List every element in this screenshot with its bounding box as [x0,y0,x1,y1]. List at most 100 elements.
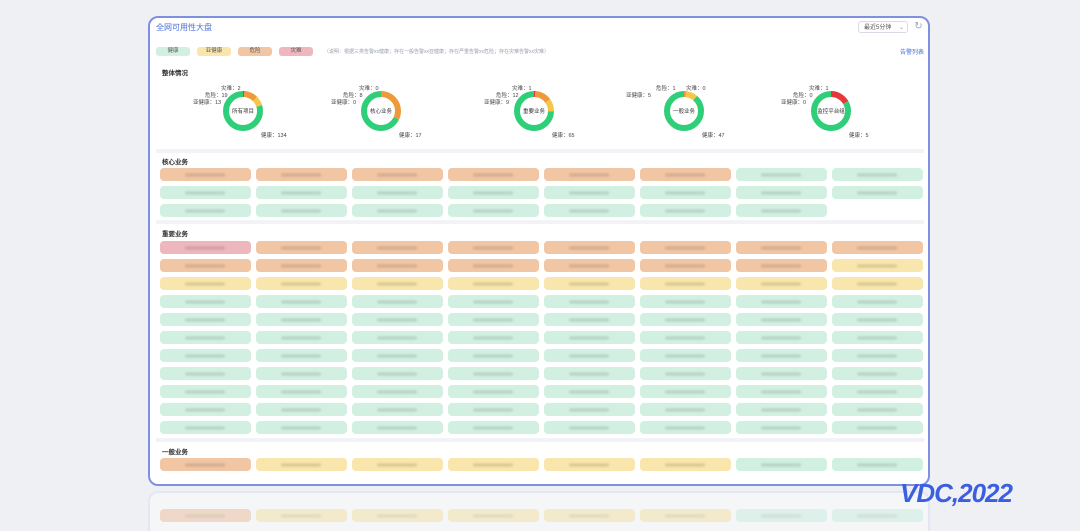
service-tile[interactable] [352,403,443,416]
service-tile[interactable] [640,509,731,522]
service-tile[interactable] [736,186,827,199]
service-tile[interactable] [448,168,539,181]
service-tile[interactable] [832,509,923,522]
service-tile[interactable] [640,421,731,434]
service-tile[interactable] [160,458,251,471]
service-tile[interactable] [832,259,923,272]
service-tile[interactable] [736,331,827,344]
service-tile[interactable] [160,277,251,290]
service-tile[interactable] [448,313,539,326]
service-tile[interactable] [160,509,251,522]
refresh-icon[interactable]: ↻ [914,21,923,32]
service-tile[interactable] [448,367,539,380]
service-tile[interactable] [160,385,251,398]
service-tile[interactable] [448,385,539,398]
service-tile[interactable] [256,421,347,434]
service-tile[interactable] [544,509,635,522]
service-tile[interactable] [352,277,443,290]
service-tile[interactable] [832,403,923,416]
service-tile[interactable] [352,367,443,380]
service-tile[interactable] [160,186,251,199]
service-tile[interactable] [736,295,827,308]
service-tile[interactable] [352,295,443,308]
service-tile[interactable] [256,168,347,181]
service-tile[interactable] [544,313,635,326]
service-tile[interactable] [544,421,635,434]
service-tile[interactable] [640,367,731,380]
service-tile[interactable] [256,367,347,380]
service-tile[interactable] [352,509,443,522]
service-tile[interactable] [544,204,635,217]
service-tile[interactable] [832,168,923,181]
service-tile[interactable] [832,367,923,380]
service-tile[interactable] [352,458,443,471]
service-tile[interactable] [256,509,347,522]
service-tile[interactable] [640,277,731,290]
service-tile[interactable] [448,331,539,344]
service-tile[interactable] [832,458,923,471]
service-tile[interactable] [640,403,731,416]
service-tile[interactable] [832,295,923,308]
service-tile[interactable] [352,204,443,217]
service-tile[interactable] [448,259,539,272]
service-tile[interactable] [544,259,635,272]
service-tile[interactable] [544,186,635,199]
service-tile[interactable] [832,421,923,434]
service-tile[interactable] [160,204,251,217]
service-tile[interactable] [160,403,251,416]
service-tile[interactable] [160,331,251,344]
service-tile[interactable] [736,313,827,326]
service-tile[interactable] [160,259,251,272]
service-tile[interactable] [832,331,923,344]
service-tile[interactable] [736,241,827,254]
service-tile[interactable] [736,259,827,272]
service-tile[interactable] [640,385,731,398]
service-tile[interactable] [736,168,827,181]
service-tile[interactable] [832,241,923,254]
service-tile[interactable] [544,367,635,380]
service-tile[interactable] [352,421,443,434]
service-tile[interactable] [832,186,923,199]
service-tile[interactable] [448,403,539,416]
service-tile[interactable] [544,277,635,290]
service-tile[interactable] [544,331,635,344]
service-tile[interactable] [640,458,731,471]
period-select[interactable]: 最近5分钟 ⌄ [858,21,908,33]
service-tile[interactable] [448,295,539,308]
service-tile[interactable] [448,204,539,217]
service-tile[interactable] [640,204,731,217]
service-tile[interactable] [352,168,443,181]
service-tile[interactable] [736,509,827,522]
service-tile[interactable] [160,349,251,362]
service-tile[interactable] [544,349,635,362]
service-tile[interactable] [448,458,539,471]
service-tile[interactable] [256,277,347,290]
service-tile[interactable] [448,349,539,362]
service-tile[interactable] [832,385,923,398]
service-tile[interactable] [256,385,347,398]
service-tile[interactable] [448,421,539,434]
service-tile[interactable] [544,241,635,254]
service-tile[interactable] [832,313,923,326]
service-tile[interactable] [544,403,635,416]
service-tile[interactable] [736,204,827,217]
service-tile[interactable] [448,186,539,199]
service-tile[interactable] [736,367,827,380]
service-tile[interactable] [640,313,731,326]
service-tile[interactable] [352,259,443,272]
service-tile[interactable] [256,259,347,272]
service-tile[interactable] [160,168,251,181]
service-tile[interactable] [640,259,731,272]
service-tile[interactable] [544,458,635,471]
service-tile[interactable] [544,295,635,308]
service-tile[interactable] [256,241,347,254]
service-tile[interactable] [736,277,827,290]
service-tile[interactable] [448,509,539,522]
service-tile[interactable] [256,204,347,217]
service-tile[interactable] [160,421,251,434]
service-tile[interactable] [352,313,443,326]
service-tile[interactable] [640,168,731,181]
service-tile[interactable] [160,367,251,380]
service-tile[interactable] [832,349,923,362]
service-tile[interactable] [256,349,347,362]
